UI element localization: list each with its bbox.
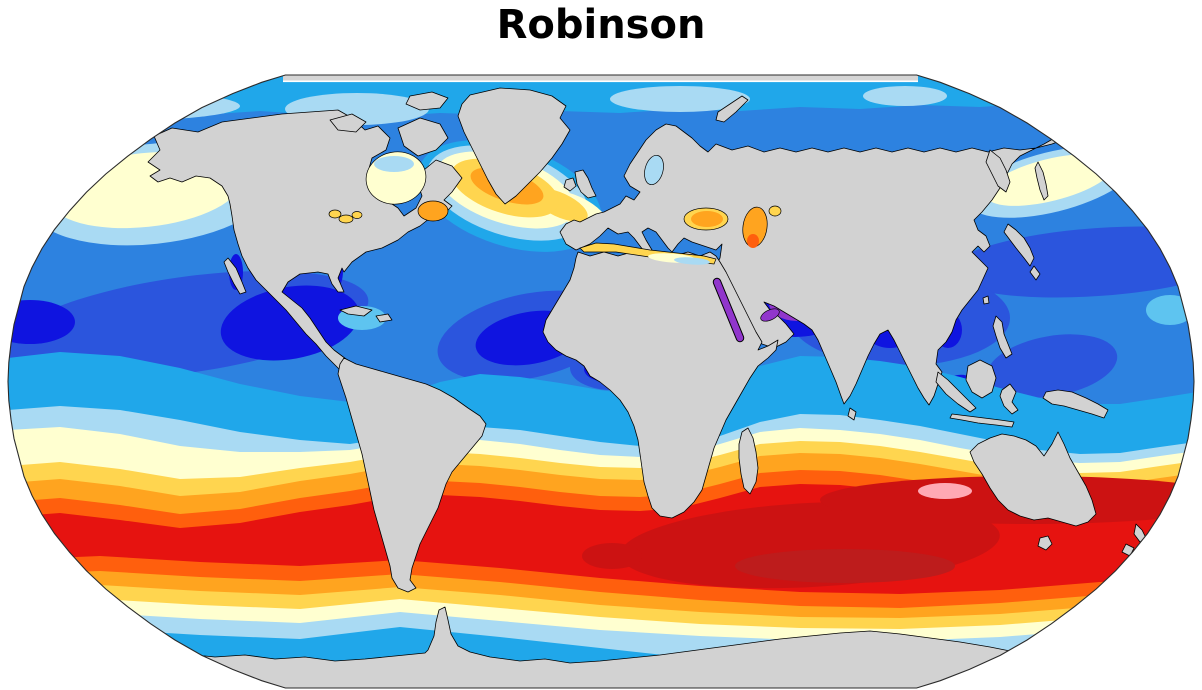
land-australia <box>969 431 1097 527</box>
projection-boundary <box>7 74 1195 689</box>
landmasses <box>147 87 1147 593</box>
sea-gulf-st-lawrence <box>417 200 449 222</box>
polar-strip-divider <box>283 80 918 83</box>
land-hispaniola <box>375 313 393 323</box>
land-japan-south <box>1029 265 1041 281</box>
land-cuba <box>339 305 373 317</box>
land-kamchatka <box>985 149 1011 193</box>
land-north-america <box>147 109 463 377</box>
land-ireland <box>563 177 577 192</box>
lake-ontario-erie <box>351 211 363 219</box>
sea-mediterranean-east-blue <box>674 257 710 265</box>
sea-red <box>713 278 744 342</box>
land-new-guinea <box>1042 389 1109 419</box>
land-baja-california <box>223 257 247 295</box>
land-taiwan <box>982 295 990 305</box>
land-java <box>949 413 1015 428</box>
lake-michigan-huron <box>338 214 354 224</box>
sea-aral <box>768 205 782 217</box>
land-britain <box>574 169 597 199</box>
land-greenland <box>457 87 571 205</box>
land-victoria-island <box>329 113 367 133</box>
land-philippines <box>992 315 1013 359</box>
contour-lens-darkred-satlantic <box>582 543 642 569</box>
land-eurasia <box>559 123 1081 406</box>
map-contents <box>8 75 1194 688</box>
land-ellesmere-island <box>405 91 449 111</box>
contour-patch-arctic-pale <box>863 86 947 106</box>
land-tasmania <box>1037 535 1053 551</box>
land-japan <box>1003 223 1035 267</box>
contour-lens-wpacific-deep <box>986 334 1118 398</box>
land-borneo <box>965 359 997 399</box>
contour-patch-arctic-pale <box>1130 87 1194 105</box>
land-sumatra <box>935 371 977 413</box>
land-sri-lanka <box>847 407 857 421</box>
sea-hudson-bay-north <box>374 156 414 172</box>
sea-caspian-south <box>747 234 759 248</box>
sea-black <box>691 211 723 227</box>
inland-seas <box>328 151 782 343</box>
land-madagascar <box>738 427 759 495</box>
land-sulawesi <box>999 383 1019 415</box>
contour-core-navy <box>8 300 75 344</box>
land-sakhalin <box>1034 161 1049 201</box>
land-baffin-island <box>397 117 449 157</box>
sea-baltic <box>644 154 664 186</box>
land-south-america <box>337 357 487 593</box>
sea-persian-gulf <box>760 308 780 322</box>
land-africa <box>542 251 779 519</box>
contour-patch-arctic-pale <box>610 86 750 112</box>
contour-blob-okhotsk-paleyellow <box>985 154 1115 206</box>
contour-core-pink-westaustralia <box>918 483 972 499</box>
contour-core-maroon-indian <box>735 549 955 583</box>
lake-superior <box>328 209 342 219</box>
page-title: Robinson <box>496 2 706 48</box>
polar-data-gap-strip <box>283 75 918 81</box>
land-novaya-zemlya <box>715 95 749 123</box>
land-antarctica <box>119 606 1071 688</box>
